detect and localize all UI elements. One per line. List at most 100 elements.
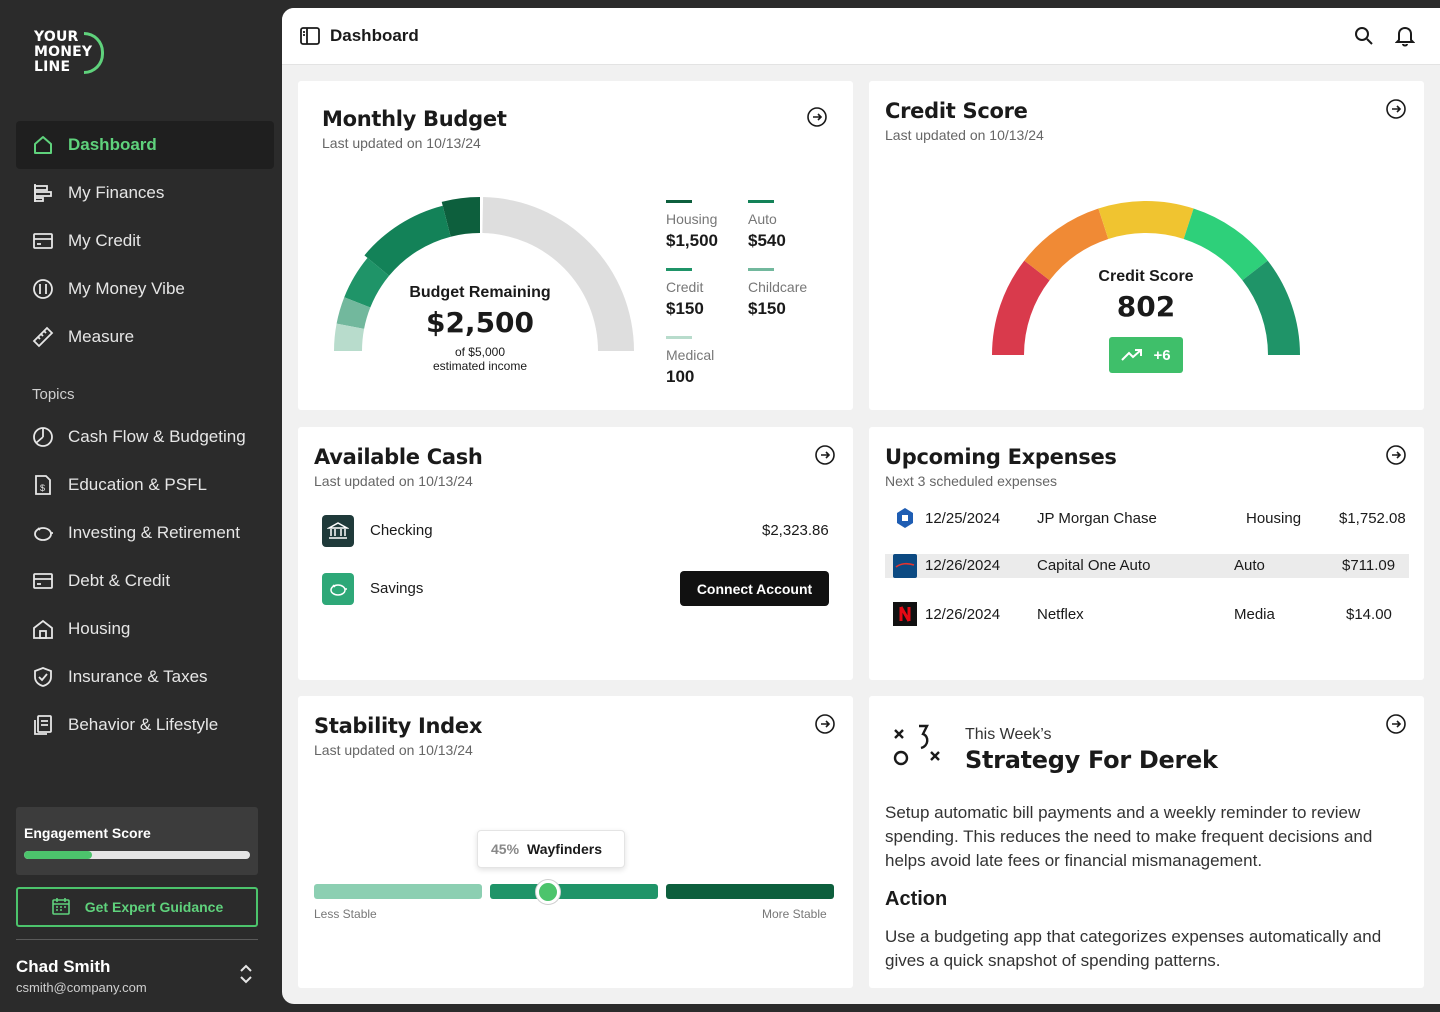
action-body: Use a budgeting app that categorizes exp… bbox=[885, 927, 1382, 970]
available-cash-card: Available Cash Last updated on 10/13/24 … bbox=[298, 427, 853, 680]
bell-icon[interactable] bbox=[1394, 25, 1416, 52]
stability-slider-knob[interactable] bbox=[536, 880, 560, 904]
nav-item-my-money-vibe[interactable]: My Money Vibe bbox=[16, 265, 274, 313]
topic-item-insurance[interactable]: Insurance & Taxes bbox=[16, 653, 274, 701]
user-name: Chad Smith bbox=[16, 957, 111, 976]
arrow-right-circle-icon[interactable] bbox=[806, 106, 828, 128]
nav-item-measure[interactable]: Measure bbox=[16, 313, 274, 361]
connect-account-button[interactable]: Connect Account bbox=[680, 571, 829, 606]
notes-icon bbox=[32, 714, 54, 736]
stability-low-label: Less Stable bbox=[314, 907, 377, 921]
brand-logo[interactable]: YOUR MONEY LINE bbox=[34, 30, 114, 78]
legend-name: Childcare bbox=[748, 279, 808, 295]
card-title: Monthly Budget bbox=[322, 107, 507, 131]
topic-label: Debt & Credit bbox=[68, 571, 171, 590]
topic-item-housing[interactable]: Housing bbox=[16, 605, 274, 653]
topic-item-behavior[interactable]: Behavior & Lifestyle bbox=[16, 701, 274, 749]
budget-center-sub1: of $5,000 bbox=[454, 345, 506, 359]
expense-category: Housing bbox=[1246, 510, 1302, 527]
credit-change-value: +6 bbox=[1153, 346, 1171, 364]
topic-item-cash-flow[interactable]: Cash Flow & Budgeting bbox=[16, 413, 274, 461]
legend-swatch bbox=[666, 336, 692, 339]
credit-card-icon bbox=[32, 570, 54, 592]
svg-text:$: $ bbox=[40, 483, 45, 493]
legend-value: $150 bbox=[748, 299, 786, 318]
nav-item-dashboard[interactable]: Dashboard bbox=[16, 121, 274, 169]
stability-segment-low bbox=[314, 884, 482, 899]
legend-item-childcare: Childcare $150 bbox=[748, 268, 828, 319]
account-name: Checking bbox=[370, 522, 433, 539]
sidebar-toggle-icon[interactable] bbox=[300, 27, 320, 50]
credit-card-icon bbox=[32, 230, 54, 252]
topic-label: Investing & Retirement bbox=[68, 523, 240, 542]
topic-item-debt-credit[interactable]: Debt & Credit bbox=[16, 557, 274, 605]
nav-item-my-credit[interactable]: My Credit bbox=[16, 217, 274, 265]
budget-remaining-value: $2,500 bbox=[425, 306, 535, 339]
expense-payee: JP Morgan Chase bbox=[1037, 510, 1157, 527]
action-title: Action bbox=[885, 888, 948, 910]
legend-swatch bbox=[666, 268, 692, 271]
arrow-right-circle-icon[interactable] bbox=[814, 713, 836, 735]
engagement-score-card: Engagement Score bbox=[16, 807, 258, 875]
chevron-up-down-icon bbox=[240, 964, 252, 984]
netflix-logo bbox=[893, 602, 917, 626]
arrow-right-circle-icon[interactable] bbox=[1385, 98, 1407, 120]
arrow-right-circle-icon[interactable] bbox=[814, 444, 836, 466]
expense-category: Media bbox=[1234, 606, 1275, 623]
finances-icon bbox=[32, 182, 54, 204]
legend-item-medical: Medical 100 bbox=[666, 336, 746, 387]
credit-gauge-poor bbox=[992, 260, 1050, 355]
stability-segment-high bbox=[666, 884, 834, 899]
user-email: csmith@company.com bbox=[16, 980, 147, 995]
budget-gauge-housing bbox=[441, 197, 480, 237]
ruler-icon bbox=[32, 326, 54, 348]
card-title: Stability Index bbox=[314, 714, 483, 738]
main-panel: Dashboard Monthly Budget Last updated on… bbox=[282, 8, 1440, 1004]
stability-index-card: Stability Index Last updated on 10/13/24… bbox=[298, 696, 853, 988]
credit-change-badge: +6 bbox=[1109, 337, 1183, 373]
capital-one-logo bbox=[893, 554, 917, 578]
legend-swatch bbox=[748, 268, 774, 271]
expense-row[interactable]: 12/26/2024 Capital One Auto Auto $711.09 bbox=[885, 554, 1409, 578]
arrow-right-circle-icon[interactable] bbox=[1385, 444, 1407, 466]
pie-chart-icon bbox=[32, 426, 54, 448]
stability-percent: 45% bbox=[491, 841, 520, 857]
stability-tooltip: 45% Wayfinders bbox=[477, 830, 625, 868]
nav-label: My Credit bbox=[68, 231, 141, 250]
search-icon[interactable] bbox=[1353, 25, 1375, 52]
legend-value: 100 bbox=[666, 367, 695, 386]
piggy-bank-icon bbox=[32, 522, 54, 544]
budget-gauge-childcare bbox=[336, 297, 371, 329]
stability-high-label: More Stable bbox=[762, 907, 827, 921]
budget-gauge-credit bbox=[344, 257, 390, 308]
budget-center: Budget Remaining $2,500 of $5,000 estima… bbox=[380, 284, 580, 373]
card-subtitle: Next 3 scheduled expenses bbox=[885, 473, 1057, 489]
engagement-score-bar bbox=[24, 851, 250, 859]
legend-value: $1,500 bbox=[666, 231, 718, 250]
expense-row[interactable]: 12/26/2024 Netflex Media $14.00 bbox=[885, 602, 1409, 628]
credit-score-card: Credit Score Last updated on 10/13/24 Cr… bbox=[869, 81, 1424, 410]
expense-date: 12/26/2024 bbox=[925, 557, 1001, 574]
card-updated: Last updated on 10/13/24 bbox=[322, 135, 481, 151]
strategy-play-icon bbox=[891, 720, 945, 773]
legend-item-credit: Credit $150 bbox=[666, 268, 746, 319]
expense-row[interactable]: 12/25/2024 JP Morgan Chase Housing $1,75… bbox=[885, 506, 1409, 532]
legend-name: Auto bbox=[748, 211, 777, 227]
trending-up-icon bbox=[1121, 349, 1143, 361]
engagement-score-label: Engagement Score bbox=[24, 825, 151, 841]
topics-heading: Topics bbox=[32, 386, 75, 403]
credit-gauge-fair bbox=[1024, 208, 1109, 281]
home-icon bbox=[32, 134, 54, 156]
piggy-bank-icon bbox=[322, 573, 354, 605]
budget-gauge-auto bbox=[364, 205, 451, 276]
user-menu-toggle[interactable] bbox=[236, 962, 256, 986]
expense-date: 12/25/2024 bbox=[925, 510, 1001, 527]
nav-item-my-finances[interactable]: My Finances bbox=[16, 169, 274, 217]
get-expert-guidance-button[interactable]: Get Expert Guidance bbox=[16, 887, 258, 927]
bank-icon bbox=[322, 515, 354, 547]
card-title: Upcoming Expenses bbox=[885, 445, 1117, 469]
arrow-right-circle-icon[interactable] bbox=[1385, 713, 1407, 735]
topic-item-education[interactable]: $ Education & PSFL bbox=[16, 461, 274, 509]
nav-label: My Finances bbox=[68, 183, 165, 202]
topic-item-investing[interactable]: Investing & Retirement bbox=[16, 509, 274, 557]
